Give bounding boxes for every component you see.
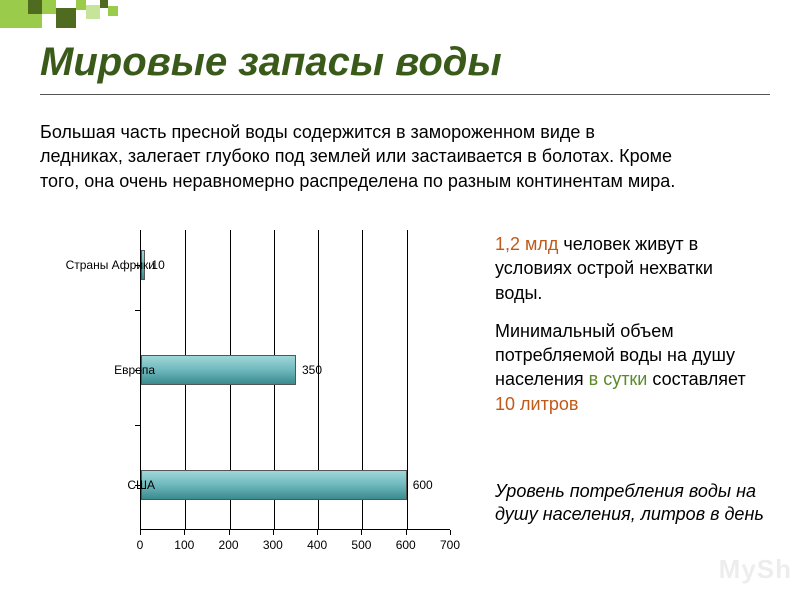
chart-xtick <box>450 530 451 535</box>
side-p1: 1,2 млд человек живут в условиях острой … <box>495 232 765 305</box>
chart-bar <box>141 355 296 385</box>
deco-square <box>76 0 86 10</box>
chart-xlabel: 700 <box>440 538 460 552</box>
chart-xlabel: 200 <box>219 538 239 552</box>
deco-square <box>86 5 100 19</box>
side-p2: Минимальный объем потребляемой воды на д… <box>495 319 765 416</box>
chart-xtick <box>273 530 274 535</box>
chart-bar-value: 600 <box>413 478 433 492</box>
title-underline <box>40 94 770 95</box>
chart-ytick <box>135 310 140 311</box>
chart-gridline <box>407 230 408 529</box>
chart-plot-area: 10350600 <box>140 230 450 530</box>
deco-square <box>28 0 42 14</box>
deco-square <box>100 0 108 8</box>
intro-text: Большая часть пресной воды содержится в … <box>40 120 680 193</box>
watermark: MySh <box>719 554 792 585</box>
chart-xlabel: 400 <box>307 538 327 552</box>
side-text: 1,2 млд человек живут в условиях острой … <box>495 232 765 416</box>
chart-xlabel: 500 <box>351 538 371 552</box>
chart-xlabel: 600 <box>396 538 416 552</box>
chart-xtick <box>140 530 141 535</box>
consumption-bar-chart: 10350600 0100200300400500600700Страны Аф… <box>40 230 470 560</box>
chart-xtick <box>229 530 230 535</box>
slide-title: Мировые запасы воды <box>40 40 502 85</box>
chart-ytick <box>135 425 140 426</box>
deco-square <box>0 0 28 28</box>
chart-caption: Уровень потребления воды на душу населен… <box>495 480 775 527</box>
text-run: в сутки <box>589 369 648 389</box>
deco-square <box>108 6 118 16</box>
text-run: составляет <box>647 369 745 389</box>
chart-ylabel: Страны Африки <box>55 258 155 272</box>
deco-square <box>42 0 56 14</box>
corner-decoration <box>0 0 130 35</box>
chart-xtick <box>406 530 407 535</box>
chart-ylabel: США <box>55 478 155 492</box>
text-run: 10 литров <box>495 394 578 414</box>
chart-xlabel: 0 <box>137 538 144 552</box>
chart-ylabel: Европа <box>55 363 155 377</box>
chart-xlabel: 100 <box>174 538 194 552</box>
chart-bar-value: 350 <box>302 363 322 377</box>
chart-xlabel: 300 <box>263 538 283 552</box>
chart-bar <box>141 470 407 500</box>
deco-square <box>28 14 42 28</box>
chart-xtick <box>361 530 362 535</box>
chart-xtick <box>317 530 318 535</box>
chart-xtick <box>184 530 185 535</box>
deco-square <box>56 8 76 28</box>
text-run: 1,2 млд <box>495 234 558 254</box>
